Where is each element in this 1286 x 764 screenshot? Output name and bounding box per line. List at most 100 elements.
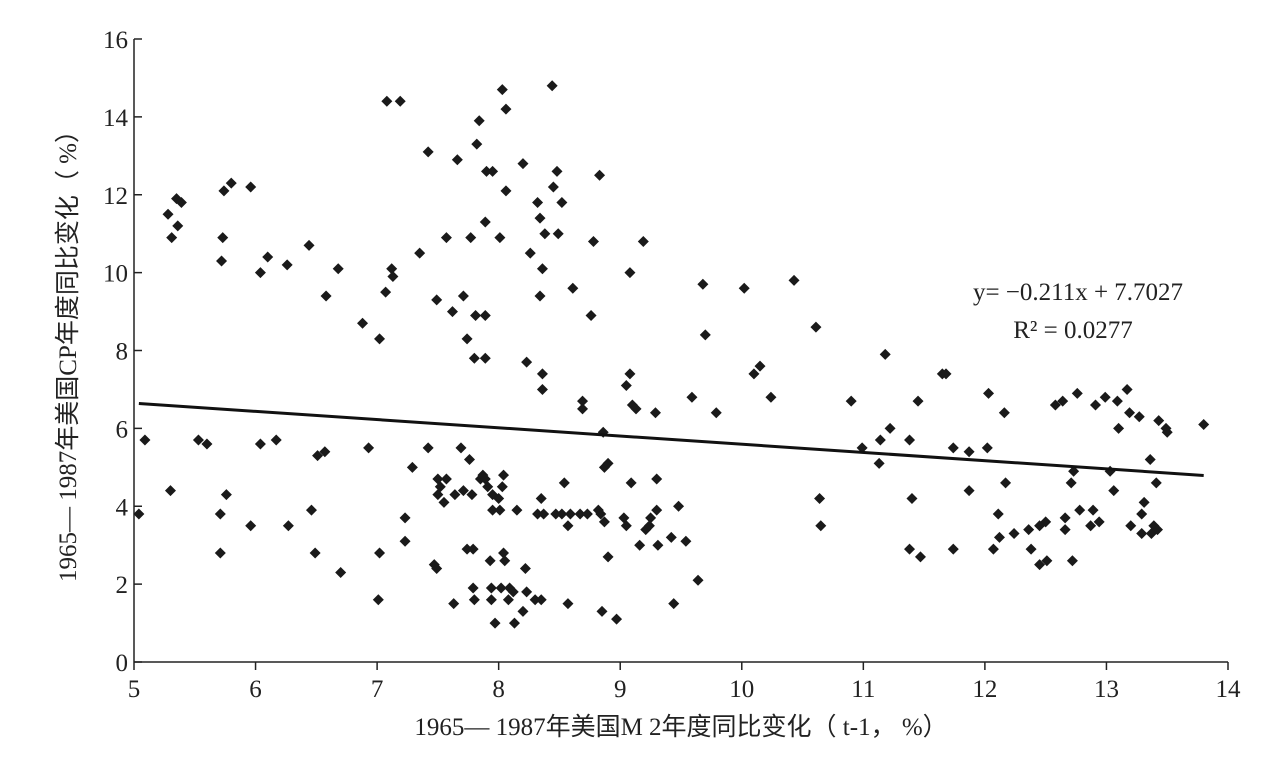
point: [1059, 524, 1071, 536]
y-tick-label: 0: [116, 650, 129, 677]
point: [479, 352, 491, 364]
point: [1121, 383, 1133, 395]
point: [963, 446, 975, 458]
point: [602, 457, 614, 469]
point: [457, 290, 469, 302]
point: [220, 489, 232, 501]
point: [166, 232, 178, 244]
point: [451, 154, 463, 166]
point: [524, 247, 536, 259]
point: [585, 309, 597, 321]
point: [319, 446, 331, 458]
y-tick-label: 16: [103, 27, 128, 54]
point: [1125, 520, 1137, 532]
point: [446, 306, 458, 318]
point: [303, 239, 315, 251]
point: [594, 169, 606, 181]
point: [372, 594, 384, 606]
point: [517, 158, 529, 170]
point: [479, 309, 491, 321]
point: [386, 263, 398, 275]
point: [363, 442, 375, 454]
y-tick-label: 8: [116, 339, 129, 366]
point: [562, 598, 574, 610]
point: [535, 492, 547, 504]
point: [270, 434, 282, 446]
point: [440, 473, 452, 485]
point: [564, 508, 576, 520]
point: [529, 594, 541, 606]
point: [507, 586, 519, 598]
point: [381, 95, 393, 107]
point: [652, 539, 664, 551]
point: [374, 333, 386, 345]
point: [1153, 415, 1165, 427]
point: [394, 95, 406, 107]
point: [874, 434, 886, 446]
point: [479, 216, 491, 228]
x-tick-label: 12: [972, 676, 997, 703]
point: [495, 582, 507, 594]
point: [467, 582, 479, 594]
point: [1068, 465, 1080, 477]
point: [1090, 399, 1102, 411]
point: [598, 516, 610, 528]
point: [856, 442, 868, 454]
point: [500, 103, 512, 115]
point: [448, 598, 460, 610]
point: [546, 80, 558, 92]
point: [1099, 391, 1111, 403]
point: [282, 520, 294, 532]
point: [884, 422, 896, 434]
point: [574, 508, 586, 520]
y-axis-title: 1965— 1987年美国CP年度同比变化（ %）: [54, 118, 82, 582]
point: [536, 383, 548, 395]
point: [535, 594, 547, 606]
point: [534, 212, 546, 224]
point: [998, 407, 1010, 419]
point: [484, 555, 496, 567]
point: [473, 115, 485, 127]
point: [519, 563, 531, 575]
point: [1034, 559, 1046, 571]
point: [620, 520, 632, 532]
point: [1108, 485, 1120, 497]
point: [947, 543, 959, 555]
point: [481, 165, 493, 177]
point: [216, 255, 228, 267]
point: [192, 434, 204, 446]
point: [471, 138, 483, 150]
point: [532, 197, 544, 209]
point: [511, 504, 523, 516]
point: [422, 146, 434, 158]
point: [487, 504, 499, 516]
point: [467, 543, 479, 555]
point: [556, 197, 568, 209]
trendline-equation: y= −0.211x + 7.7027: [973, 279, 1183, 306]
point: [496, 481, 508, 493]
point: [643, 520, 655, 532]
point: [461, 333, 473, 345]
point: [710, 407, 722, 419]
point: [993, 531, 1005, 543]
x-tick-label: 13: [1094, 676, 1119, 703]
point: [485, 594, 497, 606]
x-tick-label: 5: [128, 676, 141, 703]
point: [431, 563, 443, 575]
point: [1144, 454, 1156, 466]
trendline: [138, 401, 1204, 477]
point: [624, 368, 636, 380]
point: [738, 282, 750, 294]
point: [845, 395, 857, 407]
point: [254, 267, 266, 279]
point: [625, 477, 637, 489]
point: [164, 485, 176, 497]
point: [1041, 555, 1053, 567]
point: [214, 547, 226, 559]
point: [1057, 395, 1069, 407]
point: [245, 181, 257, 193]
point: [536, 368, 548, 380]
point: [500, 185, 512, 197]
point: [1136, 528, 1148, 540]
point: [562, 520, 574, 532]
